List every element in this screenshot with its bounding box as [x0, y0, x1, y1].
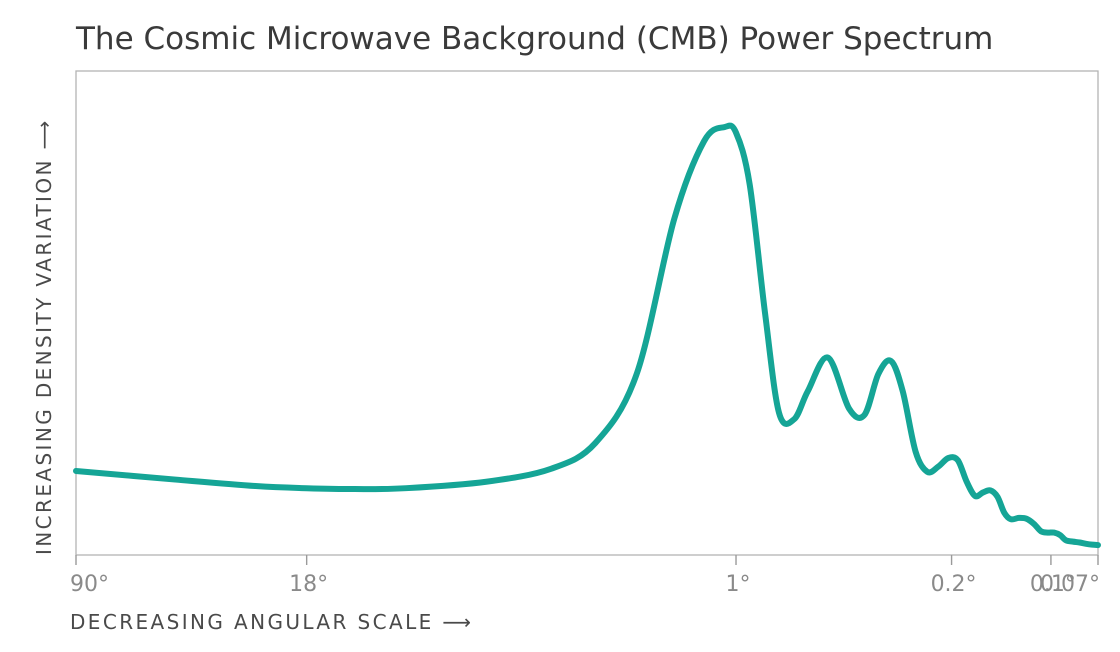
x-tick-label: 0.1° — [1030, 572, 1076, 597]
x-axis-ticks: 90° 18° 1° 0.2° 0.1°0.07° — [70, 555, 1100, 597]
x-tick-label: 0.07° — [1040, 572, 1100, 597]
x-tick-label: 18° — [289, 572, 328, 597]
plot-frame — [75, 70, 1099, 556]
y-axis-label: INCREASING DENSITY VARIATION ⟶ — [32, 118, 56, 555]
x-axis-label: DECREASING ANGULAR SCALE ⟶ — [70, 610, 474, 634]
chart-title: The Cosmic Microwave Background (CMB) Po… — [75, 21, 993, 57]
x-tick-label: 1° — [726, 572, 751, 597]
series-line-power-spectrum — [73, 122, 1101, 549]
x-tick-label: 90° — [70, 572, 109, 597]
x-tick-label: 0.2° — [931, 572, 977, 597]
